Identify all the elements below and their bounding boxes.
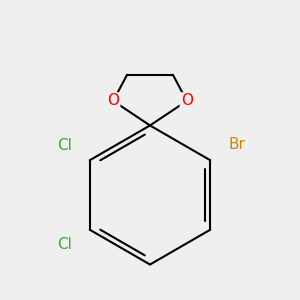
Text: Cl: Cl — [58, 138, 72, 153]
Text: Br: Br — [229, 137, 246, 152]
Text: O: O — [107, 93, 119, 108]
Text: O: O — [181, 93, 193, 108]
Text: Cl: Cl — [58, 237, 72, 252]
